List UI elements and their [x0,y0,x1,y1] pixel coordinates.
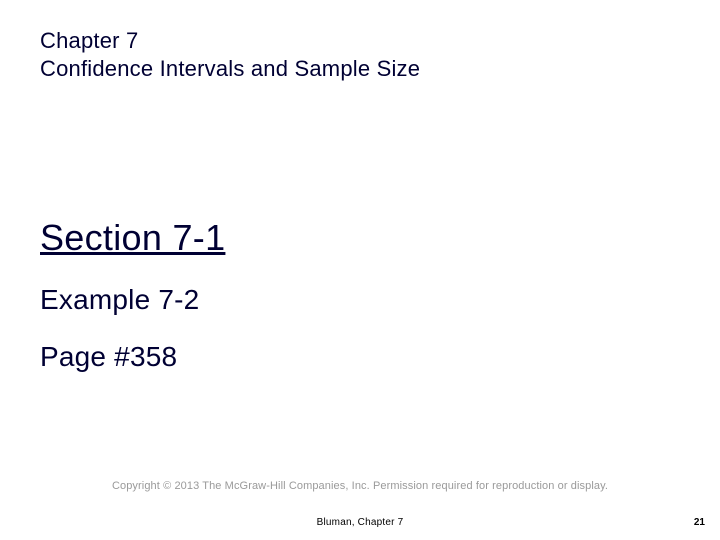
chapter-number: Chapter 7 [40,28,680,54]
page-reference: Page #358 [40,341,680,373]
section-heading: Section 7-1 [40,217,680,259]
copyright-text: Copyright © 2013 The McGraw-Hill Compani… [112,480,608,492]
slide-container: Chapter 7 Confidence Intervals and Sampl… [0,0,720,540]
slide-number: 21 [694,517,705,528]
example-label: Example 7-2 [40,284,680,316]
footer-reference: Bluman, Chapter 7 [0,517,720,528]
chapter-title: Confidence Intervals and Sample Size [40,56,680,82]
